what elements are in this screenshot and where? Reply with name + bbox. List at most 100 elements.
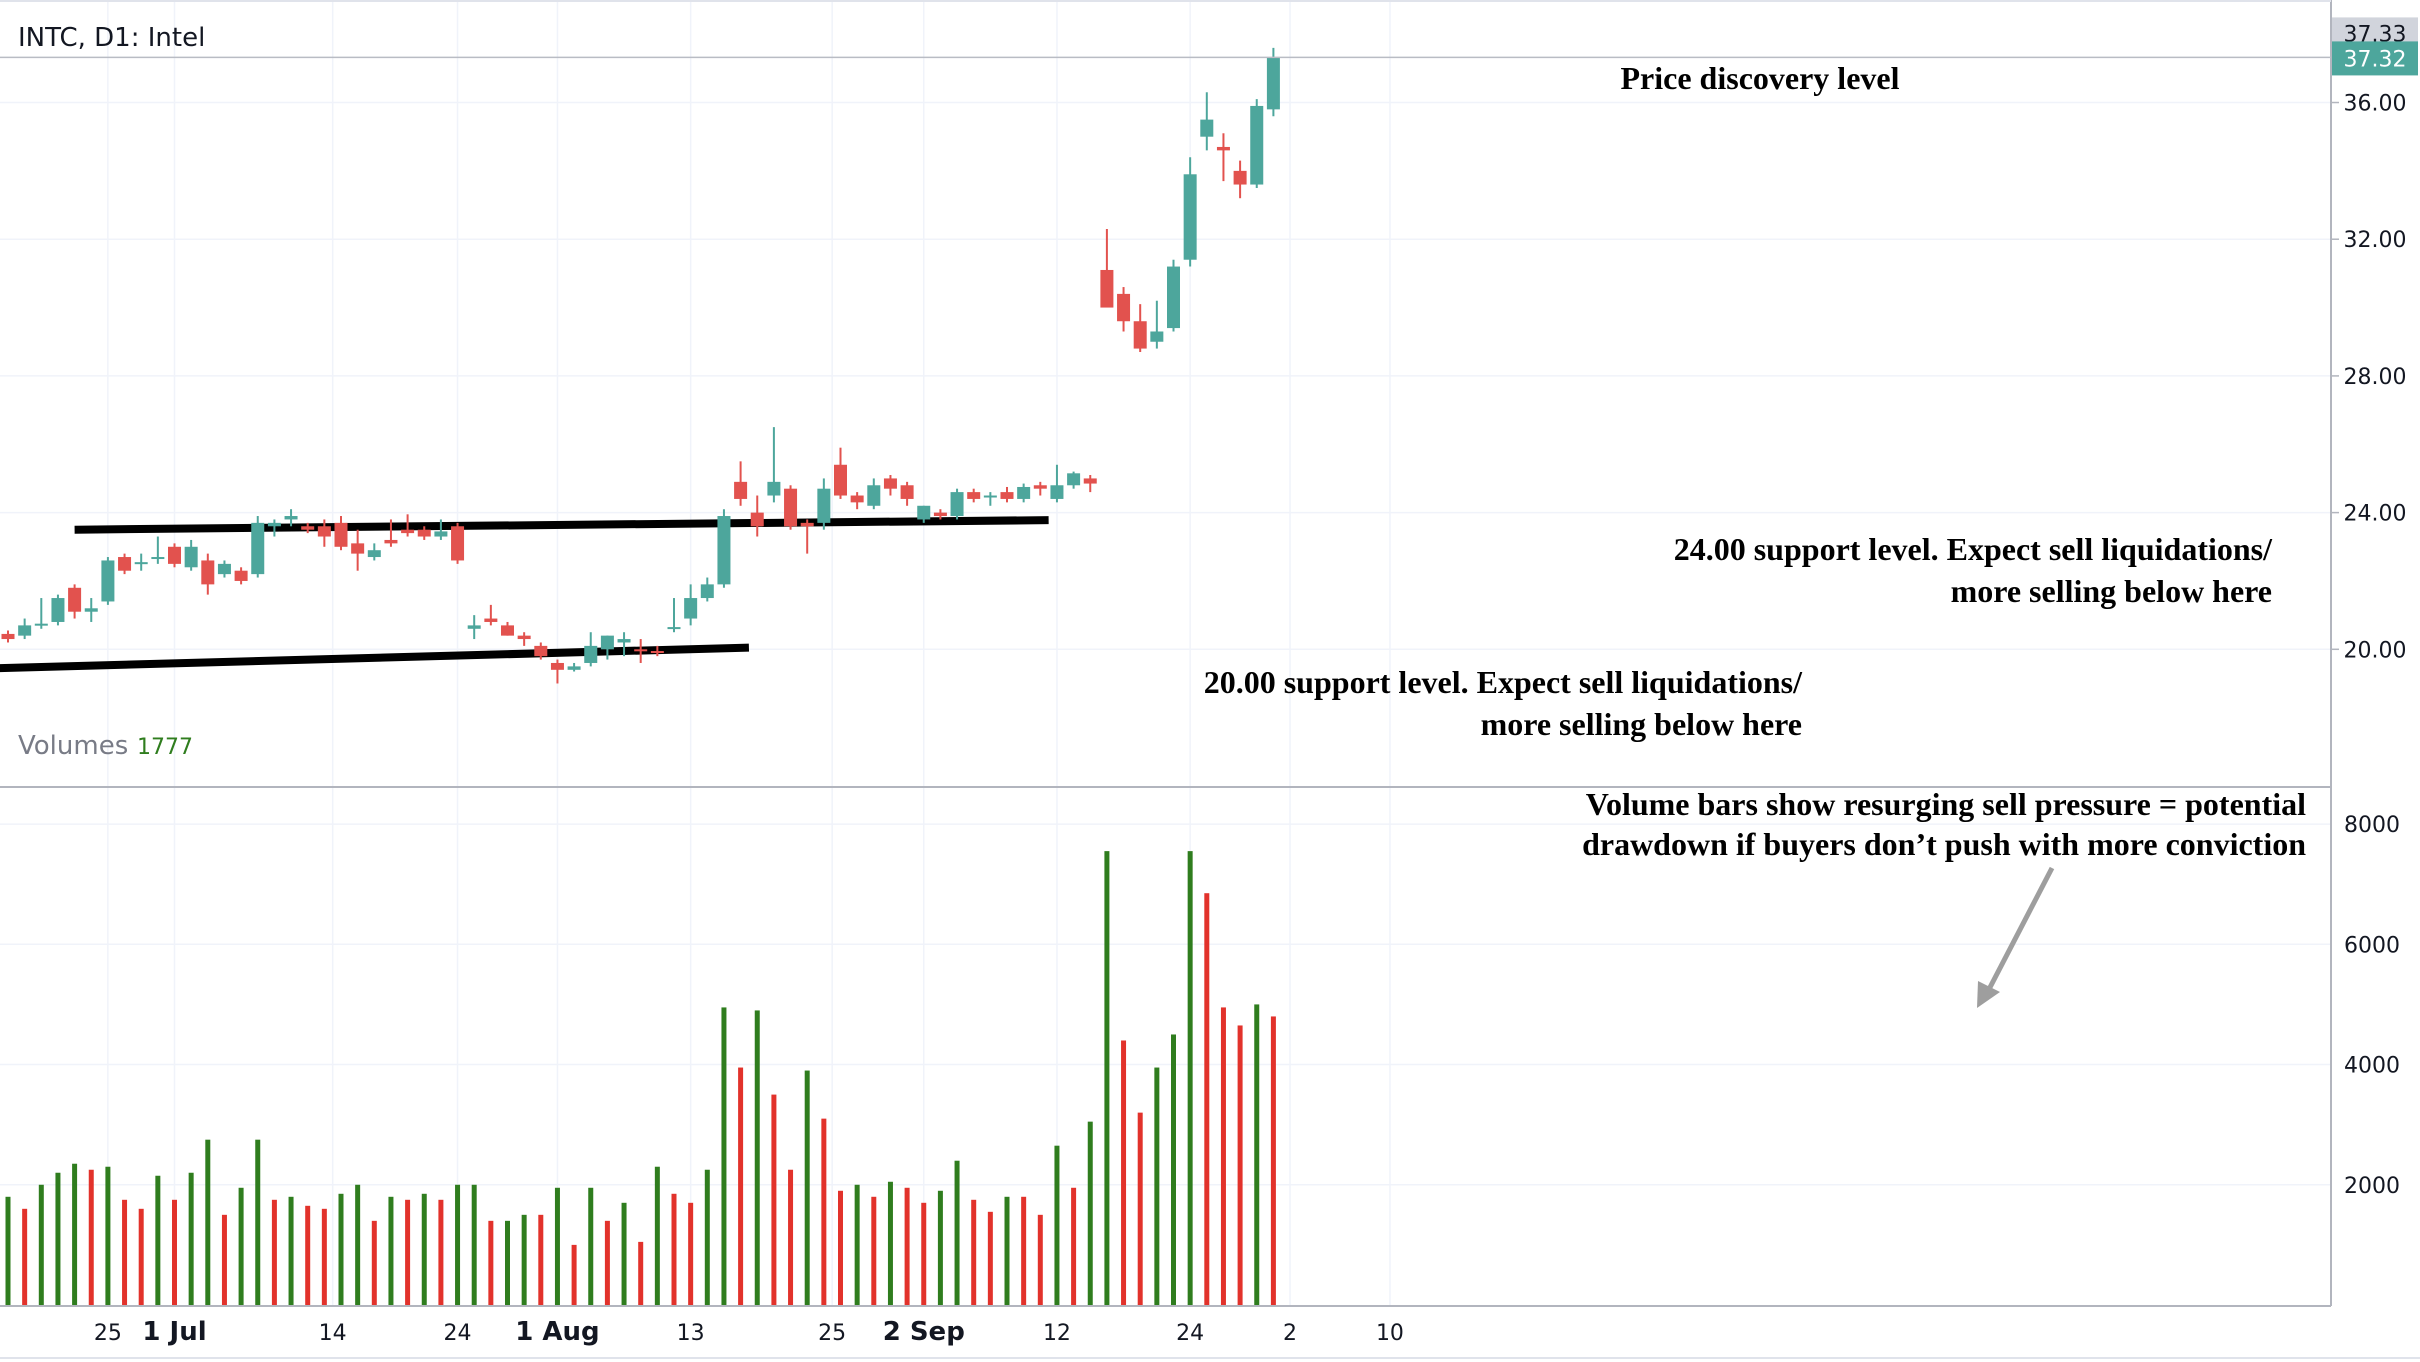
candle-body-up xyxy=(717,516,731,585)
volume-bar xyxy=(1254,1004,1260,1305)
price-pane-background xyxy=(0,0,2330,786)
candle-body-down xyxy=(550,662,564,670)
candle-body-down xyxy=(1000,492,1014,499)
price-axis[interactable]: 20.00 24.00 28.00 32.00 36.00 xyxy=(2331,92,2406,664)
candle-body-down xyxy=(750,512,764,527)
volume-bar xyxy=(971,1199,977,1305)
candle-body-up xyxy=(817,488,831,523)
volume-bar xyxy=(754,1010,760,1305)
candle-body-down xyxy=(118,557,132,571)
candle-body-up xyxy=(18,625,32,636)
volume-bar xyxy=(904,1187,910,1305)
candle-body-up xyxy=(584,645,598,663)
volume-bar xyxy=(921,1202,927,1305)
volume-bar xyxy=(1037,1214,1043,1305)
volume-bar xyxy=(138,1208,144,1305)
annotation-support-20-line1: 20.00 support level. Expect sell liquida… xyxy=(1204,664,1803,700)
volume-bar xyxy=(305,1205,311,1305)
volume-bar xyxy=(1154,1067,1160,1305)
annotation-arrow-shaft xyxy=(1982,866,2055,999)
volume-bar xyxy=(937,1190,943,1305)
time-tick-label: 1 Aug xyxy=(515,1317,599,1347)
volume-bar xyxy=(5,1196,11,1305)
candle-body-up xyxy=(1017,486,1031,499)
volume-bar xyxy=(638,1241,644,1305)
volume-pane-background xyxy=(0,788,2330,1306)
candle-body-up xyxy=(151,557,165,560)
last-price-value: 37.32 xyxy=(2344,47,2407,72)
candle-body-down xyxy=(1083,478,1097,484)
candle-body-down xyxy=(68,587,82,612)
volume-bar xyxy=(1054,1145,1060,1305)
support-24-line xyxy=(74,516,1049,534)
candle-body-down xyxy=(384,539,398,544)
candle-body-up xyxy=(667,627,681,630)
volume-bar xyxy=(38,1184,44,1305)
volume-tick-label: 2000 xyxy=(2344,1174,2400,1199)
volume-bar xyxy=(521,1214,527,1305)
volume-bar xyxy=(821,1118,827,1305)
candle-body-down xyxy=(517,635,531,640)
candle-body-up xyxy=(950,492,964,517)
time-tick-label: 25 xyxy=(94,1321,122,1346)
volume-tick-label: 4000 xyxy=(2344,1054,2400,1079)
time-tick-label: 10 xyxy=(1376,1321,1404,1346)
candle-body-down xyxy=(334,522,348,547)
annotation-support-20: 20.00 support level. Expect sell liquida… xyxy=(1204,664,1803,742)
candle-body-down xyxy=(800,522,814,527)
volume-tick-label: 6000 xyxy=(2344,933,2400,958)
candle-body-down xyxy=(634,649,648,652)
volume-bar xyxy=(871,1196,877,1305)
candle-body-up xyxy=(767,481,781,496)
volume-bar xyxy=(838,1190,843,1305)
candle-body-up xyxy=(1167,266,1180,329)
time-tick-label: 24 xyxy=(1176,1321,1204,1346)
candle-body-down xyxy=(534,645,548,657)
price-tick-label: 32.00 xyxy=(2344,228,2407,253)
volume-bar xyxy=(1171,1034,1176,1305)
candle-body-up xyxy=(917,505,931,520)
candle-body-down xyxy=(1100,269,1114,308)
candle-body-down xyxy=(900,485,914,499)
candle-body-down xyxy=(451,526,465,561)
volume-bar xyxy=(571,1244,577,1305)
candle-body-down xyxy=(1,633,15,640)
candle-body-down xyxy=(784,488,798,527)
candle-body-down xyxy=(168,546,181,564)
time-tick-label: 13 xyxy=(677,1321,705,1346)
symbol-legend[interactable]: INTC, D1: Intel xyxy=(18,23,205,53)
volume-bar xyxy=(255,1139,261,1305)
candle-body-down xyxy=(883,478,897,489)
volume-bar xyxy=(288,1196,294,1305)
volume-bar xyxy=(455,1184,461,1305)
candle-body-down xyxy=(1233,170,1247,185)
volume-legend-title: Volumes xyxy=(18,731,128,761)
volume-bar xyxy=(1220,1007,1226,1305)
volume-bar xyxy=(22,1208,28,1305)
volume-bar xyxy=(1187,851,1193,1305)
volume-bar xyxy=(654,1166,660,1305)
volume-bar xyxy=(188,1172,194,1305)
annotation-volume-line1: Volume bars show resurging sell pressure… xyxy=(1586,786,2306,822)
annotation-arrow-head xyxy=(1977,981,2000,1008)
volume-axis[interactable]: 2000 4000 6000 8000 xyxy=(2344,813,2400,1199)
volume-bar xyxy=(338,1193,344,1305)
candle-body-up xyxy=(617,639,631,643)
volume-bar xyxy=(704,1169,710,1305)
volume-bar xyxy=(205,1139,211,1305)
candle-body-up xyxy=(567,666,581,670)
candle-body-down xyxy=(317,526,331,537)
volume-bar xyxy=(88,1169,94,1305)
time-axis[interactable]: 25 1 Jul 14 24 1 Aug 13 25 2 Sep 12 24 2 10 xyxy=(94,1317,1404,1347)
candle-body-up xyxy=(217,563,231,575)
volume-legend[interactable]: Volumes 1777 xyxy=(18,731,193,761)
volume-bar xyxy=(105,1166,111,1305)
candle-body-down xyxy=(351,543,365,554)
annotation-support-24: 24.00 support level. Expect sell liquida… xyxy=(1674,531,2273,609)
candle-body-up xyxy=(84,608,98,612)
candle-body-down xyxy=(967,492,981,499)
time-tick-label: 12 xyxy=(1043,1321,1071,1346)
volume-bar xyxy=(388,1196,394,1305)
candle-body-up xyxy=(684,598,698,619)
